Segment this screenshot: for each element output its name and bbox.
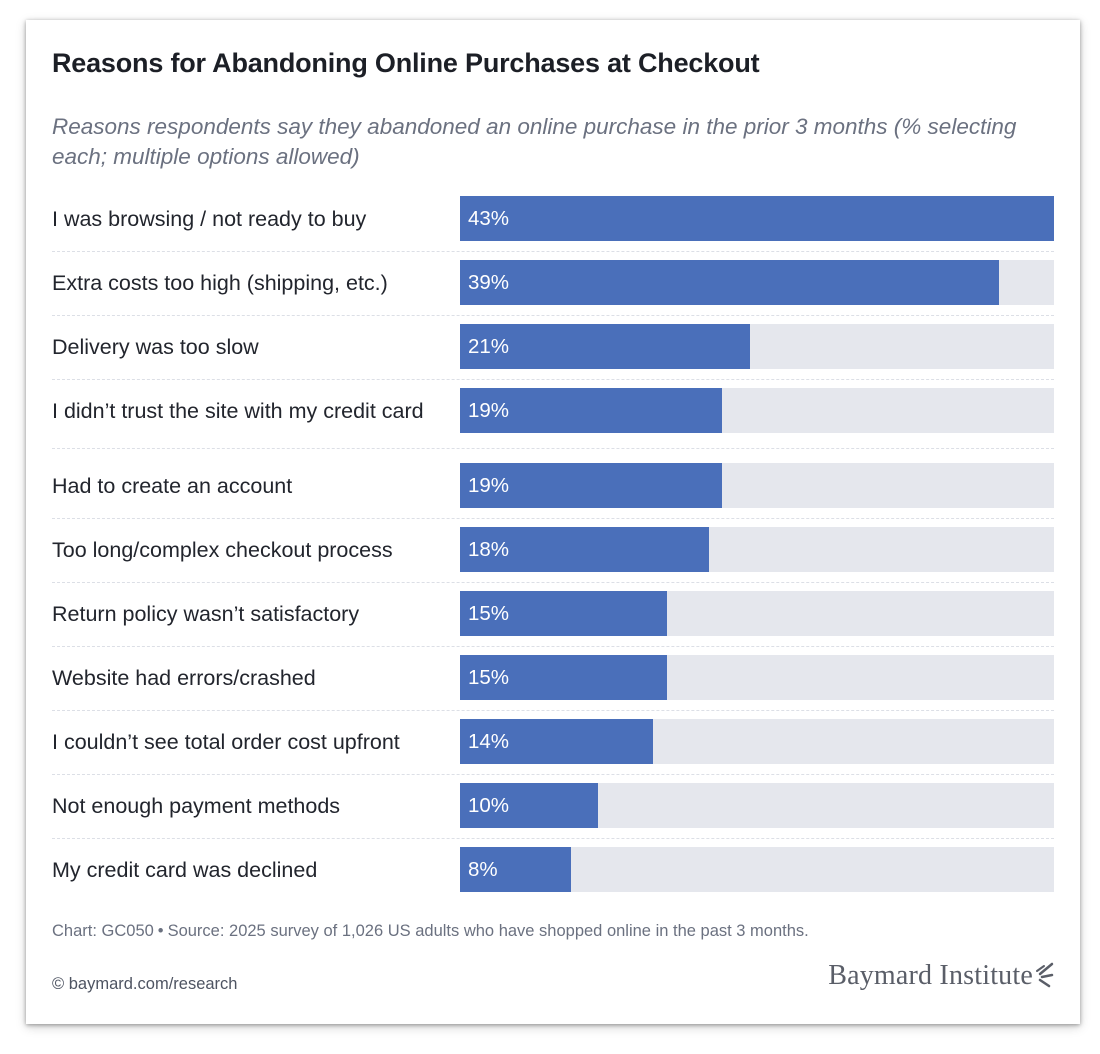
bar-row: Website had errors/crashed 15% bbox=[52, 655, 1054, 700]
bar bbox=[460, 260, 999, 305]
footer-separator: • bbox=[157, 922, 164, 940]
row-separator bbox=[52, 379, 1054, 380]
row-separator bbox=[52, 448, 1054, 449]
chart-card: Reasons for Abandoning Online Purchases … bbox=[26, 20, 1080, 1024]
row-separator bbox=[52, 774, 1054, 775]
category-label: I didn’t trust the site with my credit c… bbox=[52, 399, 424, 423]
bar-row: Not enough payment methods 10% bbox=[52, 783, 1054, 828]
row-separator bbox=[52, 646, 1054, 647]
bar bbox=[460, 591, 668, 636]
row-separator bbox=[52, 710, 1054, 711]
row-separator bbox=[52, 251, 1054, 252]
bar bbox=[460, 324, 751, 369]
bar-track: 19% bbox=[460, 388, 1054, 433]
bar-row: Return policy wasn’t satisfactory 15% bbox=[52, 591, 1054, 636]
category-label: Extra costs too high (shipping, etc.) bbox=[52, 271, 388, 295]
category-label: Had to create an account bbox=[52, 474, 293, 498]
category-label: Too long/complex checkout process bbox=[52, 538, 393, 562]
bar-track: 21% bbox=[460, 324, 1054, 369]
bar-track: 8% bbox=[460, 847, 1054, 892]
credit-link[interactable]: © baymard.com/research bbox=[52, 975, 238, 993]
chart-subtitle: Reasons respondents say they abandoned a… bbox=[52, 114, 1017, 169]
value-label: 19% bbox=[468, 474, 510, 497]
row-separator bbox=[52, 582, 1054, 583]
value-label: 39% bbox=[468, 271, 510, 294]
bar bbox=[460, 196, 1054, 241]
bar-row: Had to create an account 19% bbox=[52, 463, 1054, 508]
bar bbox=[460, 463, 723, 508]
brand-logo: Baymard Institute bbox=[828, 960, 1054, 992]
sparkle-icon bbox=[1036, 962, 1054, 988]
bar bbox=[460, 388, 723, 433]
bar-track: 18% bbox=[460, 527, 1054, 572]
bar-track: 43% bbox=[460, 196, 1054, 241]
bar-track: 39% bbox=[460, 260, 1054, 305]
bar-track: 19% bbox=[460, 463, 1054, 508]
bar-row: My credit card was declined 8% bbox=[52, 847, 1054, 892]
category-label: I couldn’t see total order cost upfront bbox=[52, 730, 400, 754]
chart-title: Reasons for Abandoning Online Purchases … bbox=[52, 48, 760, 78]
category-label: Delivery was too slow bbox=[52, 335, 259, 359]
bar-row: Delivery was too slow 21% bbox=[52, 324, 1054, 369]
row-separator bbox=[52, 315, 1054, 316]
value-label: 43% bbox=[468, 207, 510, 230]
bar bbox=[460, 719, 654, 764]
bar-row: I couldn’t see total order cost upfront 1… bbox=[52, 719, 1054, 764]
category-label: Website had errors/crashed bbox=[52, 666, 316, 690]
bar bbox=[460, 655, 668, 700]
bar-row: I didn’t trust the site with my credit c… bbox=[52, 388, 1054, 433]
chart-footer: Chart: GC050 • Source: 2025 survey of 1,02… bbox=[52, 920, 812, 943]
bar-track: 15% bbox=[460, 591, 1054, 636]
value-label: 19% bbox=[468, 399, 510, 422]
category-label: My credit card was declined bbox=[52, 858, 318, 882]
value-label: 8% bbox=[468, 858, 498, 881]
value-label: 10% bbox=[468, 794, 510, 817]
logo-text: Baymard Institute bbox=[828, 960, 1033, 991]
bar-chart: I was browsing / not ready to buy 43% Extr… bbox=[52, 196, 1054, 896]
bar-track: 15% bbox=[460, 655, 1054, 700]
value-label: 18% bbox=[468, 538, 510, 561]
bar-row: Extra costs too high (shipping, etc.) 39% bbox=[52, 260, 1054, 305]
value-label: 15% bbox=[468, 602, 510, 625]
category-label: Not enough payment methods bbox=[52, 794, 341, 818]
bar bbox=[460, 783, 599, 828]
value-label: 21% bbox=[468, 335, 510, 358]
bar bbox=[460, 527, 709, 572]
bar-track: 10% bbox=[460, 783, 1054, 828]
value-label: 15% bbox=[468, 666, 510, 689]
bar bbox=[460, 847, 571, 892]
category-label: Return policy wasn’t satisfactory bbox=[52, 602, 360, 626]
row-separator bbox=[52, 518, 1054, 519]
bar-row: I was browsing / not ready to buy 43% bbox=[52, 196, 1054, 241]
value-label: 14% bbox=[468, 730, 510, 753]
bar-track: 14% bbox=[460, 719, 1054, 764]
bar-row: Too long/complex checkout process 18% bbox=[52, 527, 1054, 572]
chart-id: Chart: GC050 bbox=[52, 922, 154, 940]
source-note: Source: 2025 survey of 1,026 US adults w… bbox=[167, 922, 809, 940]
category-label: I was browsing / not ready to buy bbox=[52, 207, 367, 231]
row-separator bbox=[52, 838, 1054, 839]
